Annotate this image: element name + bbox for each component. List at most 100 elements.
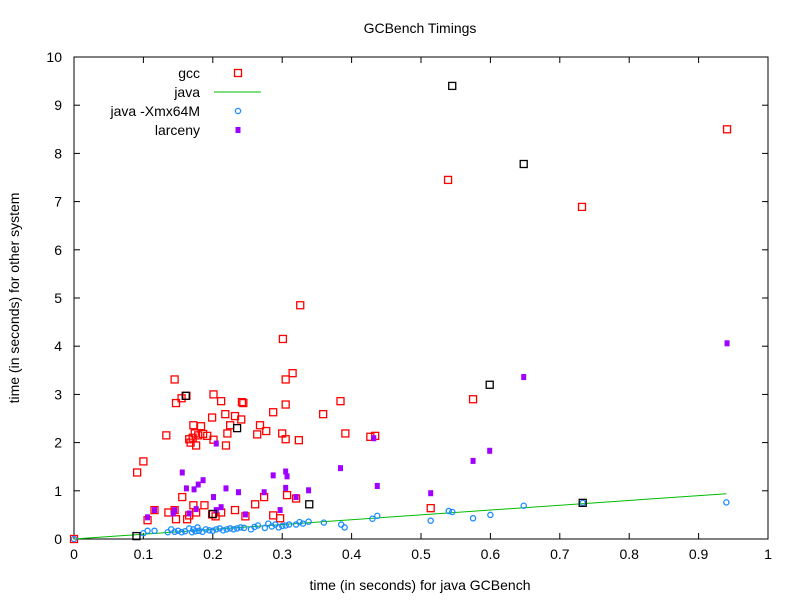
data-point (341, 429, 350, 438)
data-point (283, 484, 289, 491)
data-point (206, 527, 213, 534)
data-point (171, 528, 178, 536)
legend-label: java (173, 84, 200, 100)
data-point (443, 175, 453, 185)
data-point (218, 504, 224, 511)
data-point (221, 441, 231, 450)
x-tick-label: 0.2 (203, 546, 223, 562)
data-point (223, 485, 229, 492)
data-point (194, 431, 203, 440)
data-point (428, 490, 434, 497)
data-point (213, 440, 219, 447)
y-tick-label: 9 (54, 97, 62, 113)
data-point (209, 435, 218, 444)
data-point (336, 396, 345, 406)
data-point (171, 515, 181, 524)
data-point (209, 527, 217, 535)
data-point (210, 494, 216, 501)
data-point (213, 526, 220, 533)
data-point (320, 519, 328, 526)
data-point (150, 505, 159, 515)
data-point (193, 506, 199, 513)
data-point (296, 518, 303, 526)
data-point (448, 81, 457, 91)
data-point (196, 422, 206, 431)
data-point (195, 481, 201, 488)
legend-label: java -Xmx64M (110, 103, 200, 119)
data-point (237, 415, 246, 424)
data-point (230, 505, 240, 515)
data-point (468, 395, 478, 404)
data-point (219, 527, 227, 534)
data-point (170, 375, 179, 384)
data-point (151, 527, 158, 535)
data-point (275, 524, 282, 531)
data-point (216, 396, 226, 406)
data-point (178, 529, 185, 536)
data-point (283, 468, 289, 475)
data-point (230, 526, 237, 533)
data-point (191, 486, 197, 493)
data-point (237, 524, 244, 531)
series-java-xmx64m (70, 499, 730, 543)
data-point (254, 522, 262, 529)
x-tick-label: 0.9 (689, 546, 709, 562)
data-point (209, 390, 218, 399)
data-point (202, 526, 210, 533)
x-tick-label: 0 (70, 546, 78, 562)
data-point (275, 514, 285, 523)
data-point (221, 410, 230, 419)
data-point (139, 457, 148, 466)
data-point (341, 524, 348, 531)
data-point (485, 380, 494, 389)
data-point (174, 527, 182, 535)
data-point (226, 525, 234, 532)
data-point (470, 457, 476, 464)
data-point (253, 430, 262, 439)
data-point (521, 374, 527, 381)
data-point (282, 522, 289, 529)
data-point (278, 334, 288, 344)
data-point (170, 510, 176, 517)
data-point (183, 485, 189, 492)
data-point (281, 435, 290, 444)
y-tick-label: 7 (54, 194, 62, 210)
data-point (186, 510, 192, 517)
data-point (318, 410, 328, 419)
data-point (178, 492, 187, 502)
data-point (448, 508, 456, 516)
legend-marker (234, 107, 242, 115)
data-point (261, 489, 267, 496)
data-point (281, 400, 290, 409)
data-point (261, 524, 269, 532)
data-point (469, 515, 477, 522)
y-tick-label: 6 (54, 242, 62, 258)
data-point (299, 520, 307, 527)
data-point (239, 398, 248, 408)
legend-marker (235, 127, 241, 133)
x-tick-label: 0.8 (619, 546, 639, 562)
data-point (305, 518, 312, 525)
data-point (189, 421, 198, 430)
x-tick-label: 1 (764, 546, 772, 562)
data-point (578, 498, 587, 508)
data-point (519, 159, 528, 169)
data-point (132, 531, 141, 541)
data-point (191, 441, 201, 450)
legend-label: larceny (155, 122, 200, 138)
data-point (296, 301, 305, 310)
data-point (181, 391, 190, 400)
data-point (293, 494, 299, 501)
data-point (162, 431, 171, 440)
data-point (722, 125, 732, 134)
x-tick-label: 0.5 (411, 546, 431, 562)
data-point (177, 394, 186, 403)
y-axis-label: time (in seconds) for other system (6, 193, 22, 404)
data-point (337, 465, 343, 472)
x-tick-label: 0.4 (342, 546, 362, 562)
data-point (277, 507, 283, 514)
data-point (262, 426, 271, 436)
series-gcc (69, 125, 732, 544)
y-tick-label: 1 (54, 483, 62, 499)
y-tick-label: 2 (54, 435, 62, 451)
